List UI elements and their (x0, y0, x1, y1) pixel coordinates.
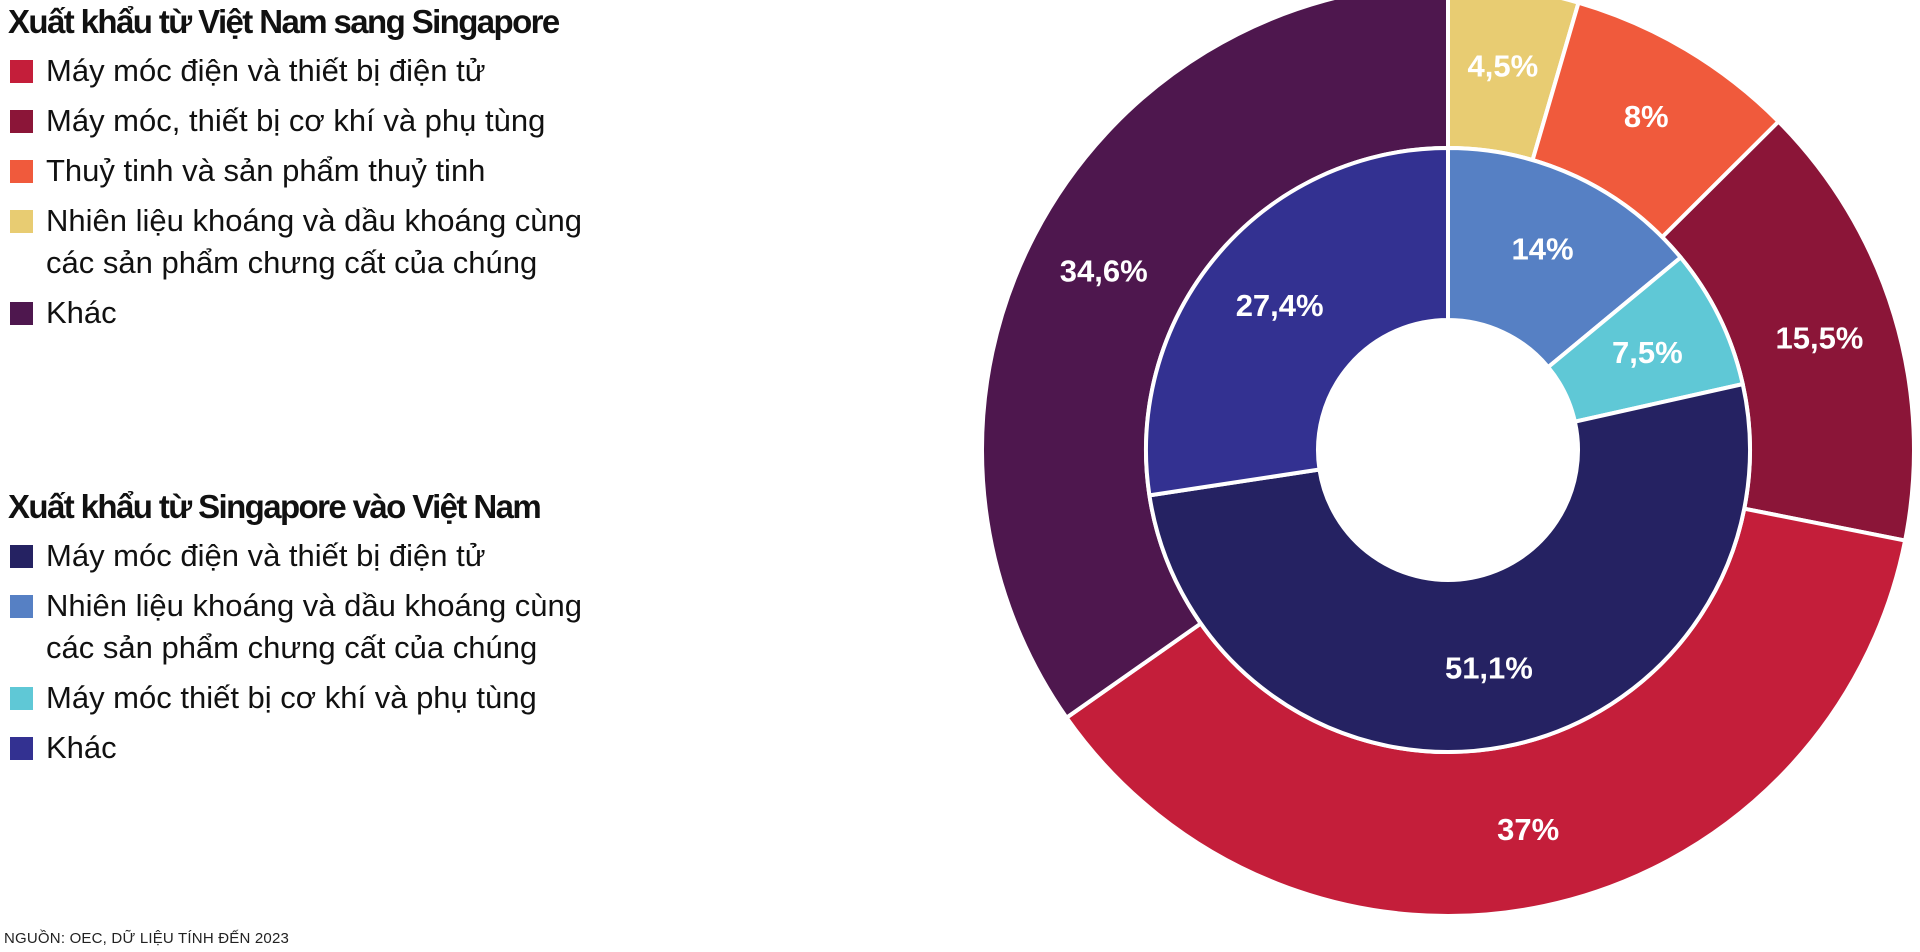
legend-swatch (10, 210, 33, 233)
outer-slice-label: 8% (1624, 99, 1669, 134)
legend-swatch (10, 595, 33, 618)
legend-item: Nhiên liệu khoáng và dầu khoáng cùng các… (8, 200, 582, 284)
legend-label: Máy móc điện và thiết bị điện tử (46, 538, 486, 573)
inner-slice (1144, 146, 1450, 498)
outer-ring (980, 0, 1916, 918)
legend-swatch (10, 687, 33, 710)
inner-slice-label: 7,5% (1612, 335, 1683, 370)
slice-labels: 4,5% 8% 15,5% 37% 34,6% 14% 7,5% 51,1% 27,4% (1060, 48, 1864, 847)
outer-slice-label: 4,5% (1468, 48, 1539, 83)
legend-outer-list: Máy móc điện và thiết bị điện tử Máy móc,… (8, 50, 582, 334)
legend-item: Nhiên liệu khoáng và dầu khoáng cùng các… (8, 585, 582, 669)
legend-inner-list: Máy móc điện và thiết bị điện tử Nhiên li… (8, 535, 582, 769)
inner-ring (1144, 146, 1752, 754)
legend-swatch (10, 302, 33, 325)
legend-swatch (10, 110, 33, 133)
legend-item: Máy móc, thiết bị cơ khí và phụ tùng (8, 100, 582, 142)
inner-slice-label: 51,1% (1445, 651, 1533, 686)
legend-item: Máy móc điện và thiết bị điện tử (8, 50, 582, 92)
legend-label: Khác (46, 730, 117, 765)
outer-slice-label: 15,5% (1775, 320, 1863, 355)
legend-label: Nhiên liệu khoáng và dầu khoáng cùng các… (46, 588, 583, 665)
outer-slice-label: 34,6% (1060, 254, 1148, 289)
legend-label: Máy móc thiết bị cơ khí và phụ tùng (46, 680, 537, 715)
legend-swatch (10, 60, 33, 83)
legend-item: Thuỷ tinh và sản phẩm thuỷ tinh (8, 150, 582, 192)
source-note: NGUỒN: OEC, DỮ LIỆU TÍNH ĐẾN 2023 (4, 930, 290, 947)
legend-item: Khác (8, 727, 582, 769)
inner-slice-label: 14% (1511, 232, 1573, 267)
legend-item: Khác (8, 292, 582, 334)
legend-swatch (10, 545, 33, 568)
inner-slice (1147, 382, 1752, 754)
inner-slice (1446, 146, 1683, 370)
inner-slice-label: 27,4% (1236, 288, 1324, 323)
legend-swatch (10, 160, 33, 183)
legend-item: Máy móc điện và thiết bị điện tử (8, 535, 582, 577)
legend-label: Thuỷ tinh và sản phẩm thuỷ tinh (46, 153, 486, 188)
legend-outer: Xuất khẩu từ Việt Nam sang Singapore Máy… (8, 2, 582, 342)
legend-inner: Xuất khẩu từ Singapore vào Việt Nam Máy … (8, 487, 582, 777)
legend-label: Nhiên liệu khoáng và dầu khoáng cùng các… (46, 203, 583, 280)
legend-item: Máy móc thiết bị cơ khí và phụ tùng (8, 677, 582, 719)
legend-label: Khác (46, 295, 117, 330)
legend-label: Máy móc, thiết bị cơ khí và phụ tùng (46, 103, 546, 138)
legend-label: Máy móc điện và thiết bị điện tử (46, 53, 486, 88)
legend-outer-title: Xuất khẩu từ Việt Nam sang Singapore (8, 3, 560, 40)
outer-slice-label: 37% (1497, 812, 1559, 847)
legend-swatch (10, 737, 33, 760)
legend-inner-title: Xuất khẩu từ Singapore vào Việt Nam (8, 488, 542, 525)
